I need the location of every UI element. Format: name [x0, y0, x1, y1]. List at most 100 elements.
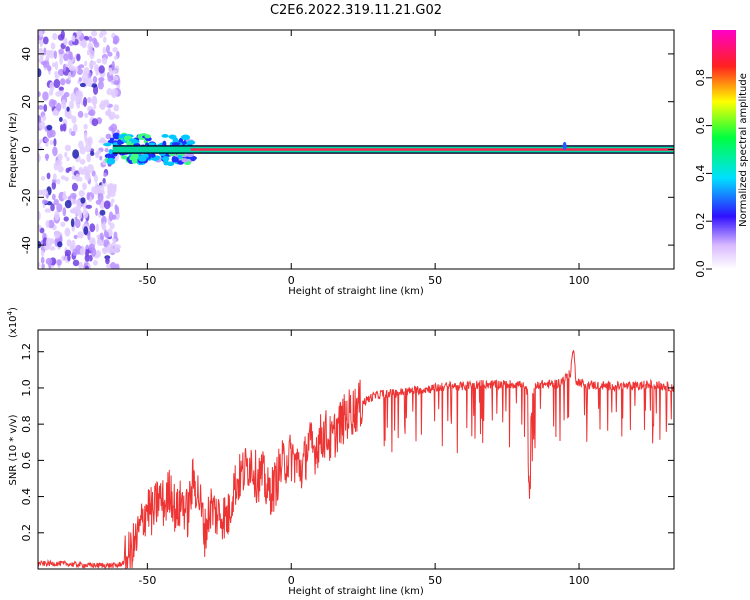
spectral-blob: [103, 142, 112, 147]
noise-speckle: [89, 151, 95, 156]
noise-speckle: [39, 227, 45, 234]
noise-speckle: [58, 117, 63, 122]
noise-speckle: [112, 39, 118, 45]
noise-speckle: [38, 68, 42, 77]
noise-speckle: [75, 89, 83, 100]
noise-speckle: [60, 175, 66, 180]
noise-speckle: [52, 146, 58, 157]
spectral-blob: [186, 140, 196, 145]
colorbar-label: Normalized spectral amplitude: [738, 73, 749, 227]
snr-frame: [37, 329, 675, 570]
noise-speckle: [46, 124, 53, 131]
spectral-blob: [117, 139, 122, 146]
noise-speckle: [55, 159, 63, 167]
colorbar: 0.0 0.2 0.4 0.6 0.8 Normalized spectral ampl…: [694, 30, 749, 278]
noise-speckle: [63, 37, 68, 46]
noise-speckle: [71, 115, 77, 124]
colorbar-gradient: [712, 30, 736, 269]
noise-speckle: [56, 203, 63, 213]
noise-speckle: [51, 62, 56, 68]
noise-speckle: [45, 153, 49, 162]
noise-speckle: [97, 80, 104, 90]
noise-speckle: [58, 86, 64, 91]
noise-speckle: [66, 156, 70, 162]
noise-speckle: [60, 221, 66, 227]
noise-speckle: [38, 47, 43, 53]
spectrogram-panel: -50 0 50 100 -40 -20 0 20 40 Height of straight …: [8, 29, 675, 297]
noise-speckle: [88, 61, 94, 69]
noise-speckle: [105, 231, 109, 239]
noise-speckle: [38, 105, 44, 110]
noise-speckle: [52, 109, 60, 116]
noise-speckle: [74, 218, 81, 229]
noise-speckle: [96, 58, 102, 64]
spectral-blob: [177, 154, 183, 159]
spectral-blob: [131, 159, 138, 164]
noise-speckle: [104, 147, 109, 153]
noise-speckle: [84, 112, 89, 118]
noise-speckle: [45, 49, 53, 55]
noise-speckle: [40, 256, 45, 264]
noise-speckle: [108, 69, 114, 75]
noise-speckle: [83, 226, 89, 236]
snr-y-multiplier: (x104): [6, 307, 19, 338]
noise-speckle: [60, 78, 66, 86]
noise-speckle: [66, 106, 70, 112]
noise-speckle: [86, 192, 90, 201]
carrier-band-core: [190, 148, 674, 151]
noise-speckle: [113, 55, 118, 60]
noise-speckle: [38, 262, 41, 268]
noise-speckle: [94, 174, 98, 183]
noise-speckle: [45, 220, 50, 228]
noise-speckle: [62, 207, 67, 217]
snr-y-tick-label: 0.2: [20, 524, 33, 542]
noise-speckle: [87, 42, 94, 51]
noise-speckle: [71, 175, 77, 180]
spectral-blob: [161, 156, 170, 162]
spectral-blob: [172, 137, 179, 142]
noise-speckle: [78, 209, 83, 220]
noise-speckle: [110, 198, 115, 203]
colorbar-tick-label: 0.4: [694, 165, 707, 183]
snr-x-tick-label: 50: [428, 574, 442, 587]
noise-speckle: [38, 142, 41, 147]
noise-speckle: [99, 155, 103, 161]
noise-speckle: [49, 140, 53, 145]
noise-speckle: [105, 44, 110, 54]
noise-speckle: [52, 173, 57, 181]
noise-speckle: [111, 127, 115, 136]
spectrogram-x-tick-label: 0: [288, 274, 295, 287]
noise-speckle: [43, 104, 48, 112]
noise-speckle: [75, 97, 79, 106]
snr-y-multiplier-base: (x10: [8, 315, 19, 338]
noise-speckle: [79, 145, 86, 155]
spectrogram-y-label: Frequency (Hz): [8, 112, 19, 188]
noise-speckle: [54, 210, 60, 221]
noise-speckle: [116, 84, 121, 89]
noise-speckle: [106, 88, 113, 96]
snr-y-tick-label: 0.8: [20, 415, 33, 433]
noise-speckle: [67, 254, 71, 262]
noise-speckle: [88, 243, 95, 252]
noise-speckle: [57, 241, 63, 248]
noise-speckle: [60, 30, 65, 40]
noise-speckle: [47, 219, 55, 229]
noise-speckle: [70, 131, 76, 137]
noise-speckle: [84, 254, 90, 262]
noise-speckle: [38, 115, 42, 124]
noise-speckle: [70, 239, 76, 250]
noise-speckle: [38, 91, 41, 97]
noise-speckle: [86, 153, 92, 163]
noise-speckle: [65, 46, 71, 53]
noise-speckle: [42, 36, 49, 45]
noise-speckle: [79, 158, 86, 165]
noise-speckle: [42, 60, 50, 69]
noise-speckle: [82, 97, 88, 107]
spectrogram-x-label: Height of straight line (km): [288, 286, 424, 297]
noise-speckle: [38, 240, 42, 249]
noise-speckle: [58, 48, 65, 55]
spectral-blob: [169, 134, 174, 140]
spectrogram-x-tick-label: 50: [428, 274, 442, 287]
spectral-blob: [181, 134, 191, 141]
